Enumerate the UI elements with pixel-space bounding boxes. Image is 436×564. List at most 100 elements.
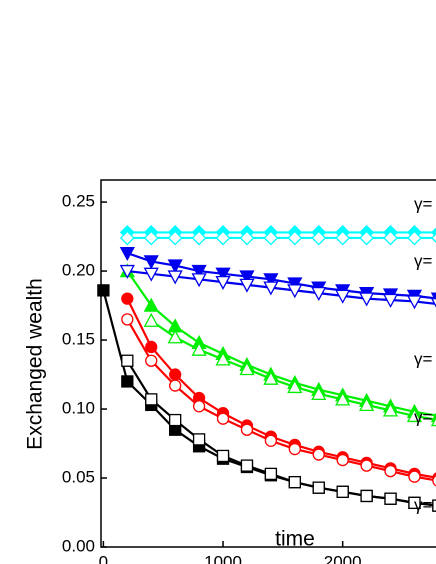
marker <box>191 230 207 246</box>
marker <box>407 230 422 246</box>
annotation: γ= <box>414 251 433 270</box>
marker <box>311 286 327 302</box>
y-tick-label: 0.10 <box>62 399 95 418</box>
marker <box>121 375 134 388</box>
marker <box>263 281 279 296</box>
y-tick-label: 0.00 <box>62 536 95 555</box>
marker <box>263 230 279 246</box>
y-tick-label: 0.15 <box>62 330 95 349</box>
annotation: γ= <box>414 495 433 514</box>
marker <box>191 273 207 288</box>
x-tick-label: 0 <box>99 552 108 564</box>
marker <box>239 278 255 293</box>
marker <box>191 341 207 356</box>
marker <box>382 293 399 308</box>
marker <box>119 230 135 246</box>
marker <box>239 270 255 285</box>
marker <box>145 340 158 354</box>
marker <box>406 408 423 423</box>
x-tick-label: 2000 <box>324 552 362 564</box>
marker <box>191 264 207 279</box>
marker <box>240 423 254 436</box>
marker <box>169 413 182 427</box>
marker <box>167 230 183 246</box>
marker <box>408 496 421 509</box>
marker <box>336 453 349 467</box>
marker <box>287 284 303 299</box>
x-axis-label: time <box>275 528 315 551</box>
marker <box>430 416 436 427</box>
marker <box>167 259 183 274</box>
marker <box>216 412 230 425</box>
y-axis-label: Exchanged wealth <box>24 278 47 450</box>
marker <box>143 297 159 312</box>
y-tick-label: 0.05 <box>62 467 95 486</box>
marker <box>145 354 158 367</box>
marker <box>288 442 301 456</box>
marker <box>430 298 436 308</box>
marker <box>215 275 231 290</box>
marker <box>359 292 375 307</box>
marker <box>382 402 399 417</box>
marker <box>360 489 373 503</box>
marker <box>263 370 279 385</box>
marker <box>121 292 134 305</box>
marker <box>432 475 436 487</box>
marker <box>143 255 159 270</box>
marker <box>239 230 255 246</box>
marker <box>263 273 279 288</box>
marker <box>240 459 254 472</box>
marker <box>383 230 398 246</box>
marker <box>143 312 159 327</box>
marker <box>287 379 303 394</box>
marker <box>432 499 436 512</box>
marker <box>169 379 182 392</box>
marker <box>288 476 301 489</box>
marker <box>408 470 421 483</box>
annotation: γ= <box>414 407 433 426</box>
marker <box>335 230 351 246</box>
marker <box>97 284 110 297</box>
marker <box>169 368 182 381</box>
marker <box>359 397 375 412</box>
marker <box>167 270 183 285</box>
marker <box>145 393 158 406</box>
marker <box>430 232 436 243</box>
marker <box>192 400 206 413</box>
marker <box>384 492 397 505</box>
marker <box>311 230 327 246</box>
marker <box>335 391 351 406</box>
marker <box>121 313 134 326</box>
marker <box>287 277 303 292</box>
marker <box>311 385 327 401</box>
y-tick-label: 0.25 <box>62 192 95 211</box>
marker <box>215 267 231 282</box>
marker <box>119 264 135 279</box>
marker <box>406 295 423 310</box>
marker <box>264 434 278 447</box>
annotation: γ= <box>414 194 433 213</box>
marker <box>215 351 231 366</box>
y-tick-label: 0.20 <box>62 261 95 280</box>
marker <box>336 485 349 498</box>
marker <box>167 329 183 344</box>
annotation: γ= <box>414 349 433 368</box>
marker <box>216 449 230 463</box>
marker <box>360 459 373 472</box>
marker <box>121 354 134 367</box>
marker <box>119 246 135 261</box>
marker <box>359 230 375 246</box>
marker <box>239 361 255 376</box>
plot-frame <box>100 179 436 548</box>
marker <box>335 289 351 304</box>
marker <box>287 230 303 246</box>
x-tick-label: 1000 <box>204 552 242 564</box>
marker <box>264 467 278 481</box>
marker <box>215 230 231 246</box>
marker <box>192 433 206 446</box>
marker <box>143 230 159 246</box>
marker <box>384 464 397 478</box>
marker <box>312 481 325 494</box>
marker <box>143 267 159 282</box>
